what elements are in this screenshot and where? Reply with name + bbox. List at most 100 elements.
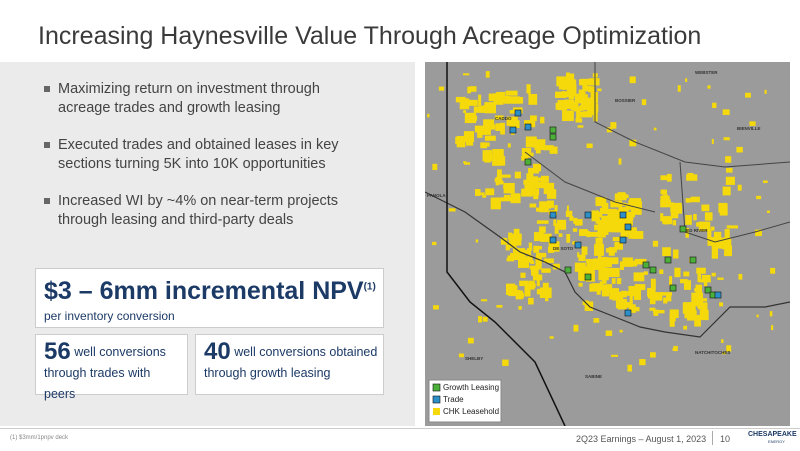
lease [528,93,538,105]
divider [712,431,713,445]
stat-text: well conversions through trades with pee… [44,345,166,401]
lease [462,73,470,76]
lease [488,93,497,102]
lease [523,179,529,185]
lease [496,305,503,308]
lease [669,314,674,322]
lease [577,125,584,128]
lease [722,186,731,196]
map-icon [624,223,632,231]
lease [492,149,504,159]
lease [584,85,591,92]
lease [521,155,528,161]
lease [433,305,439,310]
lease [581,78,590,85]
lease [683,325,688,330]
county: BIENVILLE [737,126,761,131]
lease [536,220,549,224]
lease [473,106,485,113]
lease [506,116,518,126]
lease [482,150,493,162]
lease [485,71,490,78]
lease [667,202,674,207]
lease [710,226,715,231]
lease [663,297,668,304]
lease [552,263,560,270]
lease [471,115,478,121]
lease [601,263,605,273]
lease [543,182,555,195]
lease [524,120,536,128]
lease [504,95,511,104]
lease [701,204,710,212]
lease [581,268,585,280]
lease [595,217,600,224]
npv-box: $3 – 6mm incremental NPV(1) per inventor… [35,268,384,328]
lease [770,325,774,331]
lease [528,89,531,95]
county: PANOLA [427,193,446,198]
lease [481,105,490,112]
lease [691,292,703,304]
lease [525,136,537,148]
lease [508,232,513,240]
lease [599,281,602,285]
lease [629,139,637,147]
lease [467,337,474,344]
stat-number: 40 [204,338,231,365]
lease [712,102,717,109]
lease [566,73,575,82]
lease [507,143,511,148]
stat-box: 40 well conversions obtained through gro… [195,334,384,395]
lease [579,229,588,236]
lease [687,310,697,321]
lease [660,213,664,222]
legend-label: CHK Leasehold [443,407,499,416]
map-icon [669,284,677,292]
lease [611,354,618,357]
lease [593,318,600,323]
lease [467,86,471,94]
lease [601,278,607,284]
lease [608,258,612,265]
lease [578,282,583,287]
lease [626,301,631,308]
lease [528,280,535,290]
lease [685,214,692,225]
legend: Growth Leasing Trade CHK Leasehold [428,379,502,423]
lease [533,193,539,200]
lease [524,286,531,297]
lease [484,102,496,107]
lease [599,208,608,214]
map-icon [584,273,592,281]
lease [459,98,470,110]
lease [701,302,708,312]
lease [512,238,522,246]
lease [539,201,549,213]
map-icon [524,123,532,131]
lease [699,309,709,321]
lease [527,152,534,157]
lease [770,267,776,274]
lease [531,273,538,277]
lease [593,107,599,113]
logo: CHESAPEAKE [748,431,797,438]
lease [536,177,546,181]
map-icon [664,256,672,264]
npv-subtext: per inventory conversion [44,309,175,323]
lease [622,257,633,267]
lease [659,269,664,275]
lease [716,240,727,249]
lease [502,359,509,366]
lease [585,258,598,263]
lease [643,271,648,275]
lease [503,194,511,199]
lease [533,163,542,172]
lease [463,110,466,114]
lease [711,246,718,259]
lease [499,180,504,185]
lease [697,273,702,283]
county: BOSSIER [615,98,636,103]
lease [526,173,534,178]
lease [558,233,563,237]
